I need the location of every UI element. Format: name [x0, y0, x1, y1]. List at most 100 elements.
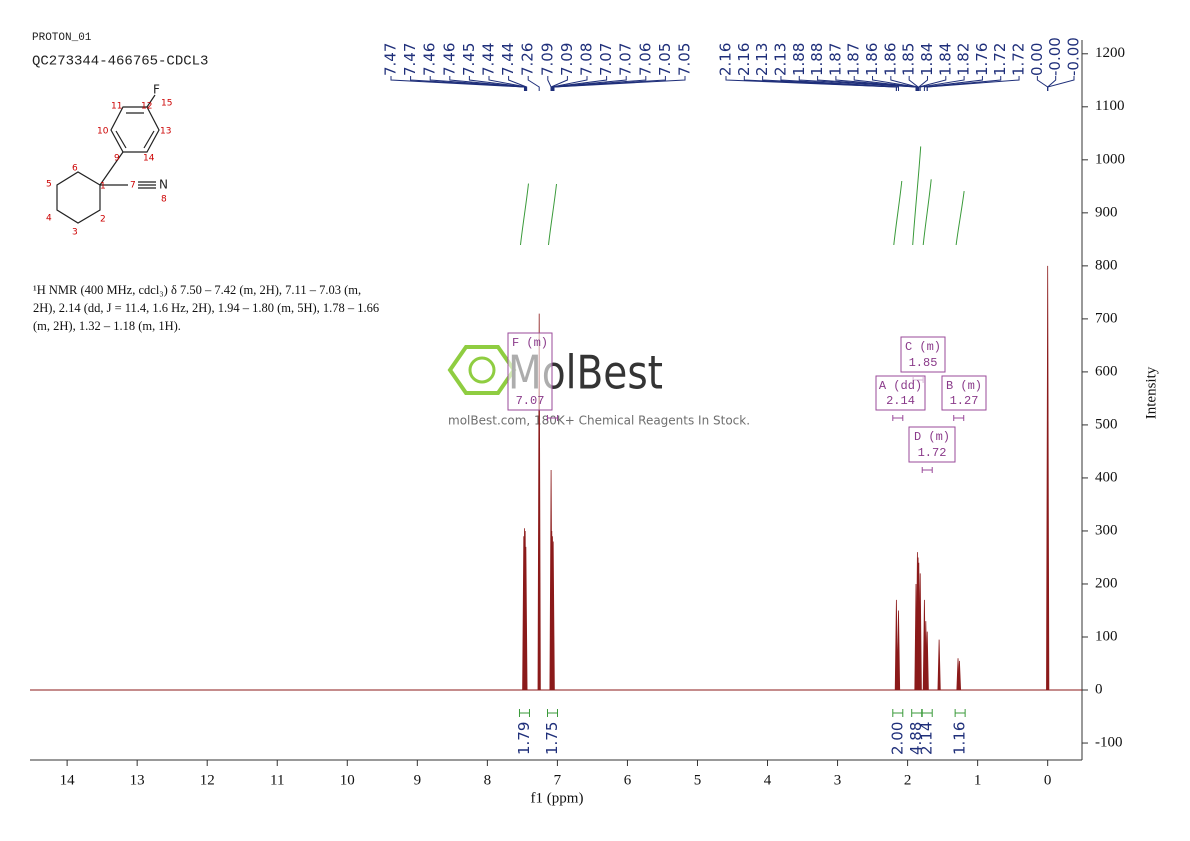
peak-label-connector [908, 76, 919, 91]
integral-bracket [546, 709, 558, 717]
x-tick-label: 12 [200, 772, 215, 788]
peak-label: 7.47 [401, 43, 419, 76]
peak-label-connector [553, 76, 686, 91]
peak-label: 7.47 [382, 43, 400, 76]
peak [937, 639, 941, 691]
atom-number: 7 [130, 181, 136, 191]
x-tick-label: 9 [414, 772, 422, 788]
peak-label-connector [780, 76, 899, 91]
peak-label-connector [550, 76, 568, 91]
multiplet-range [921, 467, 933, 473]
peak [918, 573, 922, 691]
peak-label-connector [1036, 76, 1049, 91]
y-tick-label: 500 [1095, 416, 1118, 432]
peak-label: 7.05 [656, 43, 674, 76]
peak-label: 1.72 [1010, 43, 1028, 76]
peak-label: 7.07 [597, 43, 615, 76]
atom-number: 14 [143, 154, 155, 164]
x-tick-label: 3 [834, 772, 842, 788]
atom-number: 9 [114, 154, 120, 164]
multiplet-range [953, 415, 965, 421]
multiplet-label: A (dd) [879, 379, 922, 393]
atom-number: 5 [46, 180, 52, 190]
peak-label: 7.07 [617, 43, 635, 76]
multiplet-label: F (m) [512, 336, 548, 350]
integral-curve [893, 180, 903, 246]
sample-name: QC273344-466765-CDCL3 [32, 54, 208, 70]
peak-label: 1.84 [918, 43, 936, 76]
watermark-tagline: molBest.com, 180K+ Chemical Reagents In … [448, 414, 750, 428]
x-tick-label: 11 [270, 772, 284, 788]
multiplet-label: D (m) [914, 430, 950, 444]
peak-label: 0.00 [1028, 43, 1046, 76]
multiplet-shift: 1.72 [918, 446, 947, 460]
peak [894, 599, 898, 691]
y-axis-label: Intensity [1143, 366, 1159, 419]
peak-label: 7.08 [578, 43, 596, 76]
x-tick-label: 7 [554, 772, 562, 788]
y-tick-label: 1000 [1095, 151, 1125, 167]
peak-label: 2.16 [735, 43, 753, 76]
peak-label: 1.86 [863, 43, 881, 76]
multiplet-box [941, 375, 987, 411]
integral-curve [548, 183, 557, 246]
atom-label: N [159, 178, 168, 192]
peak-label-connector [918, 76, 947, 91]
multiplet-box [908, 426, 956, 463]
nmr-description: ¹H NMR (400 MHz, cdcl₃) δ 7.50 – 7.42 (m… [33, 283, 380, 333]
peak-label-connector [923, 76, 983, 91]
peak-label-connector [468, 76, 527, 91]
peak [524, 546, 528, 691]
structure [56, 94, 160, 224]
peak-label-connector [926, 76, 1020, 91]
peak-label-connector [743, 76, 897, 91]
integral-bracket [911, 709, 923, 717]
peak [957, 660, 962, 691]
x-tick-label: 5 [694, 772, 702, 788]
peak-label: 1.88 [808, 43, 826, 76]
peak-label: -0.00 [1065, 37, 1083, 76]
integral-curve [519, 183, 529, 246]
integral-label: 2.00 [888, 722, 906, 755]
atom-number: 1 [100, 182, 106, 192]
peak-label: 7.26 [519, 43, 537, 76]
peak-label-connector [410, 76, 525, 91]
x-tick-label: 0 [1044, 772, 1052, 788]
y-tick-label: 300 [1095, 522, 1118, 538]
x-tick-label: 1 [974, 772, 982, 788]
watermark: MolBest molBest.com, 180K+ Chemical Reag… [447, 345, 750, 428]
y-tick-label: 400 [1095, 469, 1118, 485]
peak-label-connector [429, 76, 526, 91]
peak-label: 7.46 [440, 43, 458, 76]
atom-number: 11 [111, 102, 122, 112]
atom-label: F [153, 83, 160, 97]
peak-label-connector [551, 76, 588, 91]
peak-label: 7.05 [676, 43, 694, 76]
peak-label-connector [1047, 76, 1057, 91]
multiplet-label: C (m) [905, 340, 941, 354]
peak-label-connector [551, 76, 627, 91]
x-tick-label: 14 [60, 772, 76, 788]
integral-bracket [518, 709, 530, 717]
peak-label: 1.76 [973, 43, 991, 76]
atom-number: 3 [72, 228, 78, 238]
integral-curve [955, 191, 965, 246]
peak-label-connector [890, 76, 918, 91]
peak [551, 541, 555, 691]
peak-label: 1.87 [826, 43, 844, 76]
atom-number: 13 [160, 127, 171, 137]
bond [99, 151, 124, 186]
multiplet-box [900, 336, 946, 373]
peak-label: 1.84 [936, 43, 954, 76]
integral-bracket [921, 709, 933, 717]
y-tick-label: 800 [1095, 257, 1118, 273]
y-tick-label: 600 [1095, 363, 1118, 379]
y-tick-label: 1100 [1095, 98, 1124, 114]
peak-label: 7.44 [499, 43, 517, 76]
peak-label: 7.06 [636, 43, 654, 76]
peak-label: 1.85 [900, 43, 918, 76]
y-tick-label: 0 [1095, 681, 1103, 697]
multiplet-box [875, 375, 926, 411]
peak-label: 2.16 [717, 43, 735, 76]
integral-label: 2.14 [918, 722, 936, 755]
